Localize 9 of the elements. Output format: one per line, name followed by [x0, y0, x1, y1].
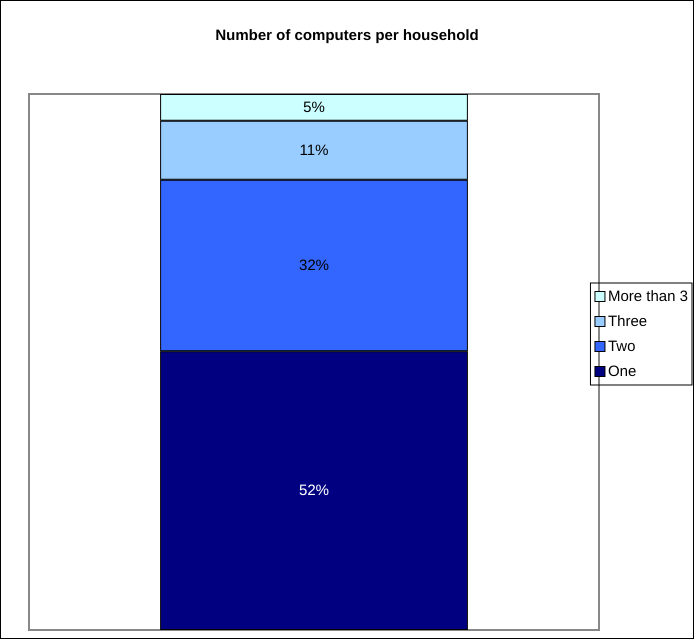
- data-label: 5%: [303, 98, 325, 116]
- legend-label: More than 3: [608, 288, 688, 305]
- data-label: 52%: [298, 482, 330, 500]
- data-label: 32%: [298, 257, 330, 274]
- legend-label: Three: [608, 313, 648, 330]
- data-label: 11%: [300, 142, 328, 159]
- chart-title: Number of computers per household: [215, 27, 479, 44]
- legend-label: One: [608, 363, 636, 380]
- legend-label: Two: [608, 338, 636, 355]
